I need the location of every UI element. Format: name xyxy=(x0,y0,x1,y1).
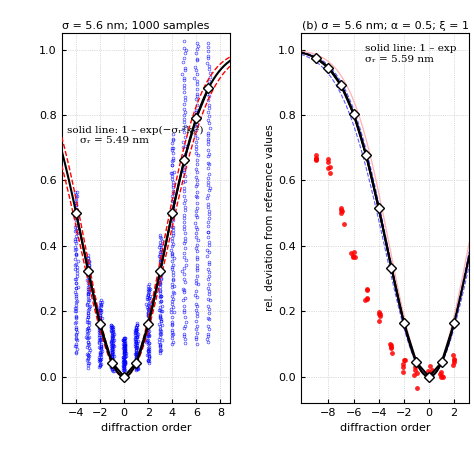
Title: (b) σ = 5.6 nm; α = 0.5; ξ = 1: (b) σ = 5.6 nm; α = 0.5; ξ = 1 xyxy=(301,21,468,31)
X-axis label: diffraction order: diffraction order xyxy=(100,423,191,433)
Text: solid line: 1 – exp(−σᵣ²kⱼ²)
    σᵣ = 5.49 nm: solid line: 1 – exp(−σᵣ²kⱼ²) σᵣ = 5.49 n… xyxy=(67,126,203,145)
Y-axis label: rel. deviation from reference values: rel. deviation from reference values xyxy=(265,125,275,311)
Text: solid line: 1 – exp
σᵣ = 5.59 nm: solid line: 1 – exp σᵣ = 5.59 nm xyxy=(365,44,456,64)
Text: σ = 5.6 nm; 1000 samples: σ = 5.6 nm; 1000 samples xyxy=(62,21,209,31)
X-axis label: diffraction order: diffraction order xyxy=(340,423,430,433)
